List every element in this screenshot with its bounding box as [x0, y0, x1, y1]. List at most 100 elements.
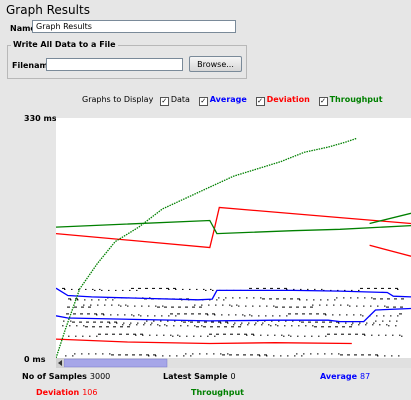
data-point	[215, 304, 217, 306]
data-point	[241, 322, 243, 324]
data-point	[343, 297, 345, 299]
filename-input[interactable]	[46, 58, 183, 71]
data-point	[64, 288, 66, 290]
data-point	[174, 320, 176, 322]
data-point	[205, 289, 207, 291]
graphs-to-display-bar: Graphs to Display ✓ Data ✓ Average ✓ Deviat…	[82, 95, 389, 106]
data-point	[228, 314, 230, 316]
data-point	[148, 355, 150, 357]
data-point	[159, 287, 162, 289]
data-checkbox[interactable]: ✓	[159, 97, 169, 106]
data-point	[384, 305, 386, 307]
deviation-value: 106	[82, 388, 98, 397]
data-point	[122, 289, 124, 291]
data-point	[218, 321, 221, 323]
data-point	[143, 324, 145, 326]
data-point	[187, 325, 189, 327]
throughput-stat: Throughput	[191, 388, 247, 397]
data-point	[136, 324, 138, 326]
data-point	[68, 335, 70, 337]
data-point	[62, 287, 65, 289]
data-point	[392, 334, 394, 336]
data-point	[152, 287, 155, 289]
data-point	[127, 305, 129, 307]
deviation-checkbox[interactable]: ✓	[255, 97, 265, 106]
data-point	[319, 304, 321, 306]
data-point	[213, 353, 215, 355]
data-point	[266, 305, 268, 307]
data-point	[129, 324, 131, 326]
data-point	[344, 289, 346, 291]
data-point	[203, 288, 205, 290]
throughput-option[interactable]: ✓ Throughput	[318, 95, 383, 106]
data-point	[394, 298, 397, 300]
data-point	[384, 355, 386, 357]
data-point	[68, 298, 71, 300]
data-point	[132, 354, 135, 356]
write-to-file-title: Write All Data to a File	[11, 40, 118, 49]
data-point	[140, 333, 143, 335]
data-point	[138, 287, 141, 289]
data-point	[311, 335, 313, 337]
data-point	[201, 304, 203, 306]
data-point	[166, 325, 168, 327]
data-point	[169, 355, 171, 357]
data-point	[203, 326, 206, 328]
data-point	[256, 287, 259, 289]
data-point	[163, 334, 165, 336]
data-point	[397, 288, 399, 290]
data-point	[199, 353, 201, 355]
data-point	[243, 354, 246, 356]
graph-scrollbar-track[interactable]	[56, 358, 411, 368]
browse-button[interactable]: Browse...	[189, 56, 242, 72]
data-point	[388, 325, 390, 327]
data-point	[378, 334, 380, 336]
data-point	[377, 355, 379, 357]
data-point	[322, 321, 325, 323]
data-point	[175, 288, 177, 290]
data-point	[210, 326, 213, 328]
data-option[interactable]: ✓ Data	[159, 95, 193, 106]
data-point	[386, 324, 388, 326]
data-point	[362, 315, 364, 317]
data-point	[173, 325, 175, 327]
data-point	[250, 354, 253, 356]
data-point	[176, 355, 178, 357]
data-point	[105, 333, 108, 335]
data-point	[260, 297, 262, 299]
data-point	[127, 326, 130, 328]
data-point	[266, 355, 268, 357]
average-option[interactable]: ✓ Average	[198, 95, 250, 106]
data-point	[290, 335, 292, 337]
data-point	[391, 355, 393, 357]
average-checkbox[interactable]: ✓	[198, 97, 208, 106]
data-point	[264, 320, 266, 322]
graph-scrollbar-thumb[interactable]	[63, 358, 168, 368]
data-point	[210, 288, 212, 290]
name-label: Name:	[10, 24, 40, 33]
data-point	[159, 325, 161, 327]
deviation-option-label: Deviation	[266, 95, 310, 104]
data-point	[246, 297, 248, 299]
data-point	[122, 324, 124, 326]
data-point	[321, 326, 324, 328]
samples-label: No of Samples	[22, 372, 87, 381]
data-point	[329, 321, 332, 323]
data-point	[65, 355, 67, 357]
data-point	[242, 314, 244, 316]
data-point	[95, 353, 97, 355]
data-point	[257, 354, 260, 356]
data-point	[153, 354, 156, 356]
data-point	[358, 324, 360, 326]
throughput-checkbox[interactable]: ✓	[318, 97, 328, 106]
data-point	[377, 305, 379, 307]
data-point	[327, 333, 330, 335]
data-point	[353, 314, 355, 316]
data-point	[346, 314, 348, 316]
name-input[interactable]	[32, 20, 236, 33]
data-point	[304, 335, 306, 337]
data-point	[324, 353, 326, 355]
deviation-option[interactable]: ✓ Deviation	[255, 95, 313, 106]
data-point	[196, 288, 198, 290]
data-point	[118, 304, 120, 306]
